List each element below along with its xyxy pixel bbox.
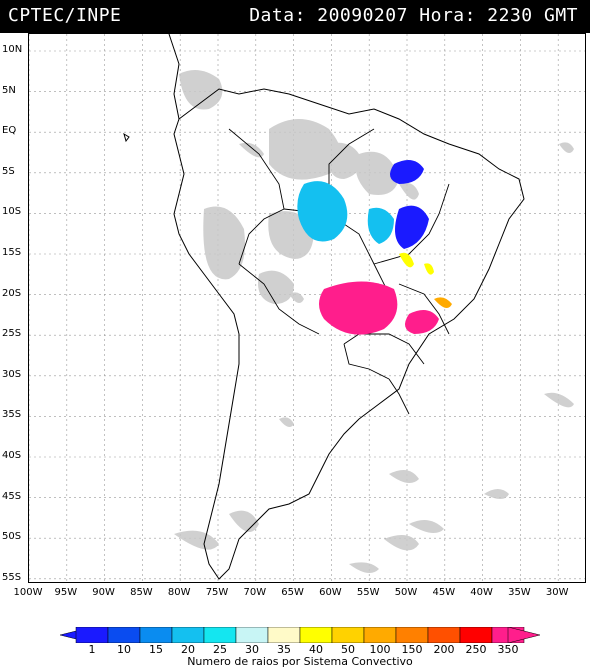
longitude-label: 60W	[319, 587, 342, 598]
cloud-cover	[174, 70, 574, 573]
convective-system-sc-20s-57w	[319, 281, 398, 335]
colorbar-tick-label: 100	[369, 643, 391, 656]
colorbar-tick-label: 250	[465, 643, 487, 656]
source-title: CPTEC/INPE	[8, 5, 122, 26]
convective-system-sc-23s-47w	[405, 310, 439, 334]
latitude-label: 35S	[2, 409, 22, 421]
colorbar-tick-label: 15	[149, 643, 163, 656]
map-svg	[29, 34, 585, 582]
colorbar-swatch	[363, 626, 397, 644]
longitude-label: 55W	[356, 587, 380, 598]
colorbar-swatch	[235, 626, 269, 644]
datetime-title: Data: 20090207 Hora: 2230 GMT	[249, 5, 578, 26]
colorbar-tick-label: 350	[497, 643, 519, 656]
latitude-label: 50S	[2, 531, 22, 543]
coastline	[123, 34, 525, 580]
longitude-label: 40W	[470, 587, 493, 598]
latitude-label: 10N	[2, 44, 23, 55]
latitude-label: 30S	[2, 368, 22, 380]
map-frame	[28, 33, 586, 583]
colorbar-tick-label: 150	[401, 643, 423, 656]
colorbar	[59, 626, 541, 647]
colorbar-tick-label: 40	[309, 643, 323, 656]
longitude-label: 85W	[130, 587, 153, 598]
colorbar-swatch	[203, 626, 237, 644]
longitude-label: 80W	[167, 587, 191, 598]
colorbar-tick-label: 20	[181, 643, 195, 656]
longitude-label: 65W	[281, 587, 304, 598]
convective-system-sc-12s-48w	[395, 205, 429, 249]
colorbar-swatch	[75, 626, 109, 644]
title-bar: CPTEC/INPE Data: 20090207 Hora: 2230 GMT	[0, 0, 590, 33]
longitude-label: 100W	[13, 587, 43, 598]
convective-system-sc-22s-45w	[434, 297, 452, 308]
colorbar-swatch	[139, 626, 173, 644]
colorbar-swatch	[459, 626, 493, 644]
latitude-label: 15S	[2, 247, 22, 258]
colorbar-tick-label: 25	[213, 643, 227, 656]
gridlines	[29, 34, 585, 582]
latitude-label: 5N	[2, 84, 16, 96]
latitude-label: 5S	[2, 165, 15, 177]
colorbar-tick-label: 1	[88, 643, 96, 656]
colorbar-swatch	[171, 626, 205, 644]
longitude-label: 95W	[54, 587, 78, 598]
colorbar-swatch	[427, 626, 461, 644]
longitude-label: 70W	[243, 587, 267, 598]
latitude-label: 10S	[2, 206, 22, 218]
latitude-label: 20S	[2, 287, 22, 299]
colorbar-tick-label: 200	[433, 643, 455, 656]
longitude-label: 30W	[545, 587, 569, 598]
convective-systems	[297, 160, 452, 335]
colorbar-caption: Numero de raios por Sistema Convectivo	[187, 655, 413, 668]
colorbar-tick-label: 10	[117, 643, 131, 656]
colorbar-swatch	[107, 626, 141, 644]
longitude-label: 45W	[432, 587, 456, 598]
convective-system-sc-16s-49w	[399, 252, 434, 275]
colorbar-arrow-right	[507, 626, 541, 644]
latitude-label: 25S	[2, 328, 22, 340]
colorbar-swatch	[267, 626, 301, 644]
colorbar-swatch	[395, 626, 429, 644]
colorbar-swatch	[299, 626, 333, 644]
colorbar-svg	[59, 626, 541, 644]
convective-system-sc-15s-50w	[390, 160, 424, 184]
latitude-label: 55S	[2, 571, 22, 583]
latitude-label: 40S	[2, 450, 22, 461]
latitude-label: EQ	[2, 125, 17, 137]
convective-system-sc-10s-62w	[297, 181, 394, 244]
colorbar-swatch	[331, 626, 365, 644]
colorbar-tick-label: 35	[277, 643, 291, 656]
colorbar-tick-label: 50	[341, 643, 355, 656]
longitude-label: 75W	[205, 587, 229, 598]
longitude-label: 50W	[394, 587, 418, 598]
longitude-label: 35W	[508, 587, 531, 598]
latitude-label: 45S	[2, 490, 22, 502]
longitude-label: 90W	[92, 587, 115, 598]
colorbar-tick-label: 30	[245, 643, 259, 656]
